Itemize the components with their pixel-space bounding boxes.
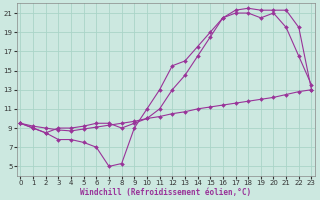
X-axis label: Windchill (Refroidissement éolien,°C): Windchill (Refroidissement éolien,°C) <box>80 188 252 197</box>
